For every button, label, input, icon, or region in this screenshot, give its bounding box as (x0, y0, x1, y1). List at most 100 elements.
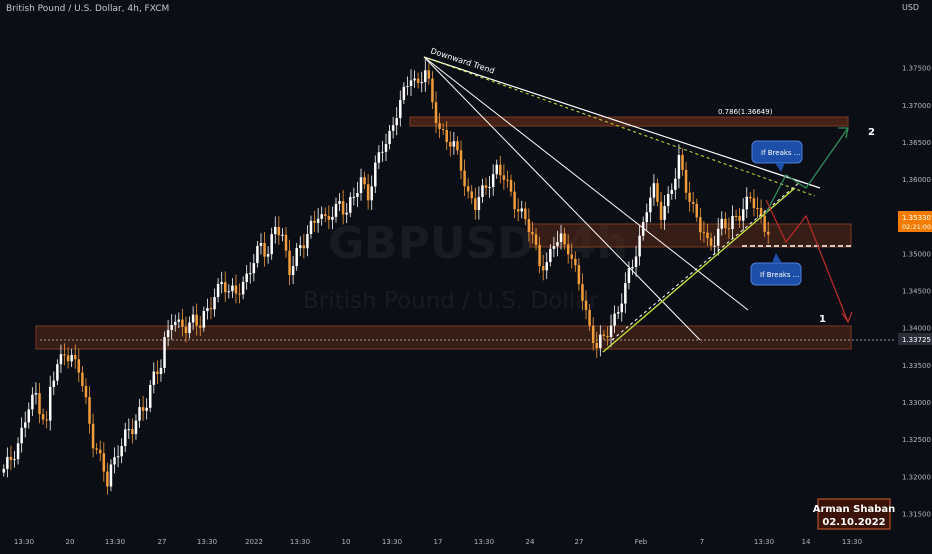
candle-body (199, 325, 202, 328)
candle-body (220, 282, 223, 285)
candle-body (31, 394, 34, 410)
candle-body (759, 208, 763, 216)
x-tick-label: 10 (342, 538, 351, 546)
mid-zone (529, 223, 852, 248)
candle-body (674, 178, 677, 190)
candle-body (113, 457, 116, 465)
current-price-badge: 1.35330 02:21:00 (898, 211, 932, 232)
y-tick-label: 1.33000 (902, 399, 931, 407)
candle-body (256, 245, 259, 264)
candle-body (449, 142, 452, 147)
candle-body (56, 364, 59, 381)
support-zone (35, 325, 852, 350)
candle-body (452, 141, 456, 147)
candle-body (445, 129, 448, 143)
level-price-text: 1.33725 (902, 336, 931, 344)
candle-body (48, 386, 52, 421)
candle-body (570, 254, 573, 259)
candle-body (374, 162, 377, 187)
candle-body (484, 185, 488, 188)
x-tick-label: 20 (66, 538, 75, 546)
countdown-text: 02:21:00 (902, 223, 931, 231)
candle-body (406, 86, 409, 88)
candle-body (13, 459, 16, 461)
candle-body (216, 284, 220, 297)
candle-body (741, 209, 745, 221)
candle-body (127, 429, 131, 431)
x-tick-label: 13:30 (382, 538, 402, 546)
price-axis[interactable]: 1.375001.370001.365001.360001.355001.350… (902, 65, 931, 519)
y-tick-label: 1.36500 (902, 139, 931, 147)
candle-body (391, 125, 395, 131)
candle-body (170, 325, 173, 330)
x-tick-label: 27 (575, 538, 584, 546)
x-tick-label: 24 (526, 538, 535, 546)
signature-date: 02.10.2022 (822, 517, 885, 528)
candle-body (131, 429, 134, 435)
candle-body (734, 215, 738, 217)
candle-body (341, 201, 345, 215)
x-tick-label: 14 (802, 538, 811, 546)
candle-body (345, 212, 348, 215)
candle-body (745, 196, 749, 210)
candle-body (98, 449, 102, 454)
x-tick-label: 13:30 (105, 538, 125, 546)
candle-body (352, 196, 356, 198)
candle-body (477, 196, 481, 211)
candle-body (191, 314, 195, 323)
candle-body (509, 179, 513, 192)
candle-body (699, 217, 702, 233)
signature-box: Arman Shaban 02.10.2022 (813, 498, 896, 530)
candle-body (95, 448, 98, 450)
candle-body (691, 201, 695, 204)
x-tick-label: 17 (434, 538, 443, 546)
candle-body (652, 183, 656, 198)
candle-body (470, 191, 473, 199)
bearish-projection (765, 199, 849, 323)
candle-body (152, 371, 156, 385)
y-tick-label: 1.37500 (902, 65, 931, 73)
candle-body (6, 456, 9, 469)
time-axis[interactable]: 13:30 20 13:30 27 13:30 2022 13:30 10 13:30 17 13:… (14, 538, 862, 546)
candle-body (38, 393, 41, 415)
candle-body (88, 397, 91, 424)
fan-line-1 (423, 56, 749, 311)
candle-body (524, 208, 527, 220)
candle-body (52, 380, 56, 387)
candle-body (77, 359, 81, 373)
candle-body (249, 273, 252, 275)
candle-body (331, 216, 334, 220)
candle-body (381, 151, 384, 153)
callout-down-text: If Breaks ... (760, 271, 799, 279)
candle-body (159, 367, 163, 374)
candle-body (516, 209, 520, 212)
candle-body (252, 263, 256, 274)
candle-body (291, 266, 295, 276)
candle-body (531, 232, 534, 235)
candle-body (566, 244, 570, 255)
candle-body (666, 193, 670, 207)
candle-body (302, 245, 306, 249)
candle-body (702, 232, 706, 234)
x-tick-label: 13:30 (197, 538, 217, 546)
candle-body (588, 309, 591, 326)
candle-body (656, 183, 659, 202)
candle-body (545, 262, 548, 271)
candle-body (66, 355, 70, 362)
support-trend-line-dashed (611, 181, 801, 341)
candle-body (563, 233, 566, 245)
candle-body (624, 282, 627, 304)
candle-body (91, 423, 95, 449)
candle-body (695, 203, 699, 218)
candle-body (424, 70, 427, 83)
candle-body (638, 235, 641, 257)
signature-author: Arman Shaban (813, 504, 896, 515)
candle-body (649, 197, 652, 213)
bullish-projection (765, 127, 849, 214)
symbol-header: British Pound / U.S. Dollar, 4h, FXCM (6, 4, 170, 14)
y-tick-label: 1.34000 (902, 325, 931, 333)
candle-body (245, 273, 248, 282)
currency-label: USD (902, 3, 920, 12)
candle-body (138, 407, 141, 421)
